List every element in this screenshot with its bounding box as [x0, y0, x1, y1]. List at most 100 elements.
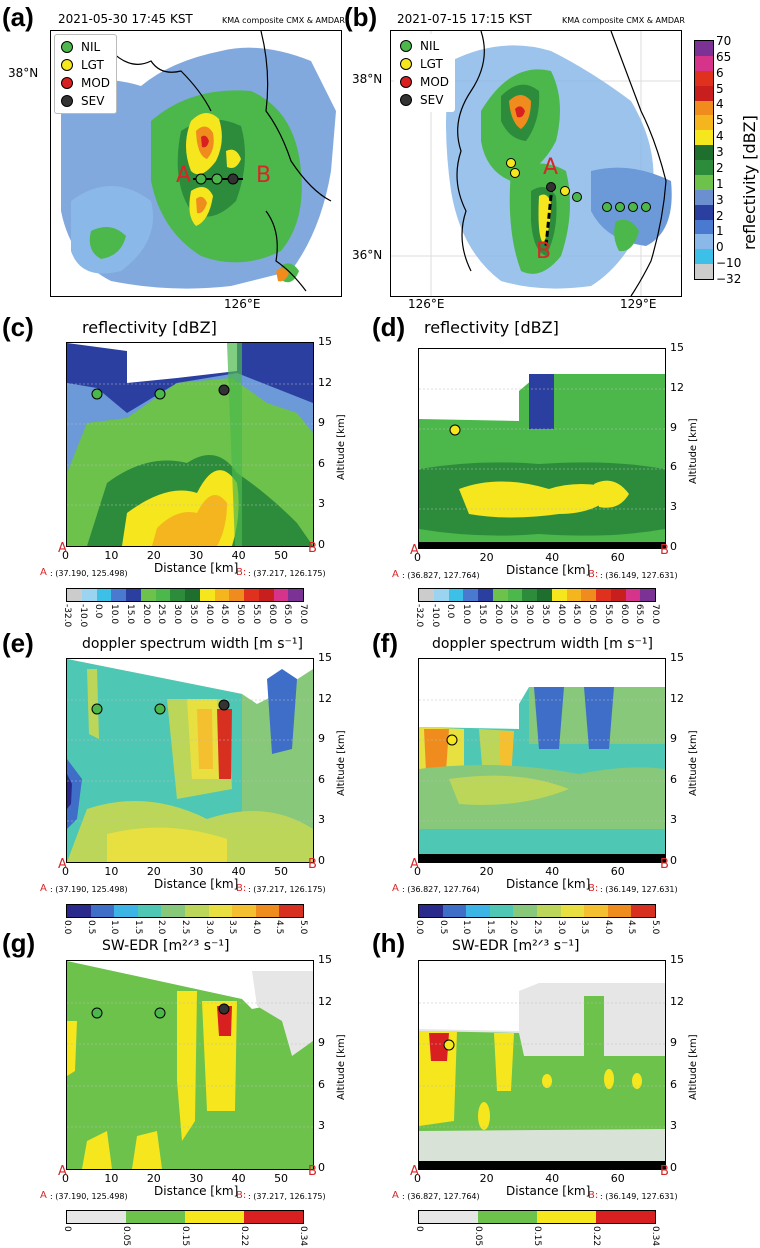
lat-label-b1: 38°N	[352, 72, 383, 86]
cross-section-point-b: B	[308, 1164, 317, 1179]
altitude-tick: 3	[670, 500, 677, 514]
altitude-tick: 3	[318, 1119, 325, 1133]
altitude-tick: 3	[670, 813, 677, 827]
colorbar-tick: -10.0	[77, 604, 88, 628]
altitude-tick: 3	[670, 1119, 677, 1133]
distance-tick: 0	[62, 865, 69, 878]
cross-section-point-b: B	[660, 543, 669, 558]
legend-label: LGT	[420, 57, 443, 71]
colorbar-segment	[67, 1211, 126, 1223]
coord-a-prefix: A	[40, 1190, 47, 1201]
altitude-tick: 6	[670, 772, 677, 786]
colorbar-tick: 0.0	[93, 604, 104, 619]
panel-label-h: (h)	[372, 928, 406, 958]
legend-dot-mod	[400, 76, 412, 88]
cross-section-h	[418, 960, 666, 1170]
vcbar-segment	[695, 41, 713, 56]
distance-tick: 10	[104, 1172, 119, 1185]
vcbar-tick: 4	[716, 129, 724, 144]
colorbar-tick: 45.0	[571, 604, 582, 625]
distance-tick: 50	[274, 865, 289, 878]
coord-b: : (36.149, 127.631)	[600, 571, 678, 580]
colorbar-segment	[126, 1211, 185, 1223]
distance-axis-label: Distance [km]	[506, 563, 591, 577]
edr-colorbar-right-ticks: 0 0.05 0.15 0.22 0.34	[414, 1226, 660, 1248]
source-b: KMA composite CMX & AMDAR	[562, 16, 685, 25]
lat-label-b2: 36°N	[352, 248, 383, 262]
distance-tick: 40	[545, 1172, 560, 1185]
colorbar-tick: 4.0	[250, 920, 261, 935]
colorbar-segment	[478, 589, 493, 601]
coord-b: : (36.149, 127.631)	[600, 1192, 678, 1201]
distance-axis-label: Distance [km]	[506, 1184, 591, 1198]
distance-tick: 0	[62, 549, 69, 562]
colorbar-tick: 4.5	[626, 920, 637, 935]
distance-axis-label: Distance [km]	[154, 877, 239, 891]
colorbar-tick: 70.0	[650, 604, 660, 625]
coord-b-prefix: B:	[588, 883, 599, 894]
distance-tick: 20	[146, 865, 161, 878]
colorbar-segment	[522, 589, 537, 601]
colorbar-tick: 0.0	[414, 920, 424, 935]
vcbar-segment	[695, 189, 713, 205]
colorbar-segment	[96, 589, 112, 601]
colorbar-segment	[596, 1211, 655, 1223]
legend-label: SEV	[420, 93, 444, 107]
coord-b-prefix: B:	[588, 569, 599, 580]
altitude-tick: 3	[318, 497, 325, 511]
colorbar-tick: 0.05	[473, 1226, 483, 1247]
colorbar-tick: 35.0	[539, 604, 550, 625]
cross-section-g	[66, 960, 314, 1170]
colorbar-tick: 2.5	[180, 920, 190, 935]
altitude-tick: 12	[670, 380, 684, 394]
legend-item-nil: NIL	[400, 37, 449, 55]
coord-a: : (37.190, 125.498)	[50, 1192, 128, 1201]
lon-label-b2: 129°E	[620, 297, 657, 311]
point-a-label-a: A	[176, 163, 192, 188]
altitude-axis-label: Altitude [km]	[336, 413, 347, 480]
colorbar-segment	[596, 589, 611, 601]
spectrum-width-colorbar-right	[418, 904, 656, 918]
cross-section-point-a: A	[410, 543, 419, 558]
vcbar-segment	[695, 145, 713, 160]
source-a: KMA composite CMX & AMDAR	[222, 16, 345, 25]
colorbar-tick: 3.5	[579, 920, 590, 935]
colorbar-tick: 45.0	[219, 604, 230, 625]
coord-b: : (36.149, 127.631)	[600, 885, 678, 894]
colorbar-segment	[126, 589, 141, 601]
altitude-tick: 0	[670, 1161, 677, 1174]
colorbar-tick: 0.15	[532, 1226, 542, 1247]
coord-b: : (37.217, 126.175)	[248, 569, 326, 578]
spectrum-width-colorbar-left	[66, 904, 304, 918]
legend-label: SEV	[81, 94, 105, 108]
altitude-tick: 15	[670, 341, 684, 354]
panel-label-a: (a)	[2, 2, 34, 32]
distance-tick: 30	[189, 865, 204, 878]
colorbar-segment	[273, 589, 289, 601]
coord-a-prefix: A	[40, 883, 47, 894]
colorbar-tick: 4.0	[602, 920, 613, 935]
vcbar-segment	[695, 204, 713, 220]
colorbar-tick: 0.5	[85, 920, 96, 935]
colorbar-tick: 15.0	[476, 604, 487, 625]
colorbar-segment	[419, 1211, 478, 1223]
lon-label-a: 126°E	[224, 297, 261, 311]
legend-dot-mod	[61, 77, 73, 89]
colorbar-tick: 3.0	[203, 920, 214, 935]
cross-section-point-b: B	[308, 541, 317, 556]
colorbar-segment	[255, 905, 280, 917]
vcbar-segment	[695, 100, 713, 116]
vcbar-tick: −32	[716, 272, 742, 286]
coord-a-prefix: A	[392, 1190, 399, 1201]
colorbar-segment	[537, 589, 552, 601]
panel-label-g: (g)	[2, 928, 36, 958]
colorbar-tick: 60.0	[266, 604, 277, 625]
reflectivity-colorbar-right	[418, 588, 656, 602]
vcbar-segment	[695, 55, 713, 71]
vcbar-tick: 1	[716, 224, 724, 239]
panel-title-g: SW-EDR [m²ᐟ³ s⁻¹]	[102, 938, 230, 954]
colorbar-tick: 70.0	[298, 604, 308, 625]
colorbar-segment	[536, 905, 561, 917]
colorbar-segment	[185, 1211, 244, 1223]
distance-tick: 30	[189, 549, 204, 562]
